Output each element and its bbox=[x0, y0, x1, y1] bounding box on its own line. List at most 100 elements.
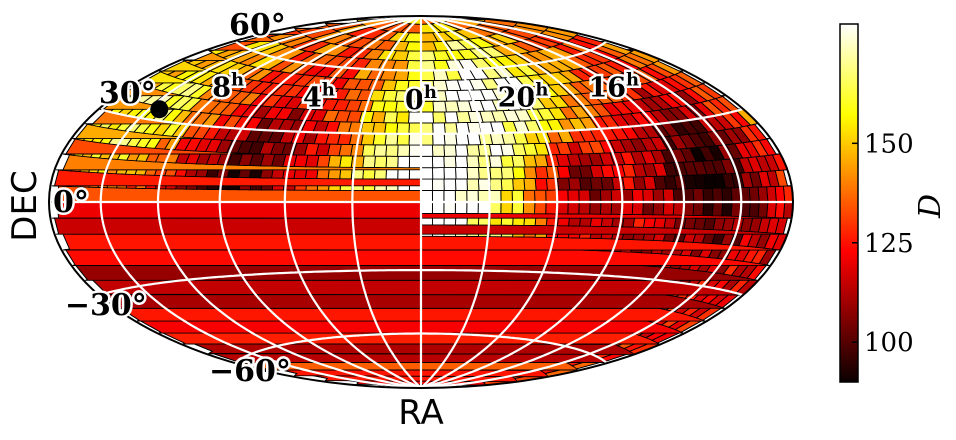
heatmap-cell bbox=[578, 189, 591, 203]
heatmap-cell bbox=[406, 60, 422, 71]
heatmap-cell bbox=[534, 201, 547, 215]
heatmap-cell bbox=[350, 155, 365, 168]
heatmap-cell bbox=[556, 201, 569, 215]
y-axis-title: DEC bbox=[5, 170, 45, 241]
heatmap-cell bbox=[466, 167, 480, 180]
heatmap-cell bbox=[589, 189, 602, 203]
heatmap-cell bbox=[466, 178, 480, 191]
colorbar-tick-label: 100 bbox=[864, 328, 914, 358]
heatmap-cell bbox=[578, 177, 593, 191]
heatmap-cell bbox=[534, 177, 548, 191]
heatmap-cell bbox=[652, 188, 665, 203]
heatmap-cell bbox=[610, 201, 623, 215]
heatmap-cell bbox=[522, 189, 536, 203]
heatmap-cell bbox=[372, 133, 387, 146]
heatmap-cell bbox=[443, 190, 456, 203]
heatmap-cell bbox=[455, 111, 472, 124]
heatmap-cell bbox=[702, 201, 714, 217]
heatmap-cell bbox=[444, 111, 459, 124]
heatmap-cell bbox=[556, 189, 569, 203]
heatmap-cell bbox=[631, 201, 644, 216]
heatmap-cell bbox=[489, 201, 502, 215]
heatmap-cell bbox=[500, 201, 513, 215]
heatmap-cell bbox=[443, 155, 457, 169]
heatmap-cell bbox=[523, 166, 538, 180]
heatmap-cell bbox=[757, 186, 769, 203]
dec-tick-label: −30° bbox=[65, 288, 147, 323]
heatmap-cell bbox=[420, 190, 433, 203]
heatmap-cell bbox=[432, 178, 445, 191]
heatmap-cell bbox=[556, 177, 571, 191]
heatmap-cell bbox=[692, 187, 705, 203]
heatmap-cell bbox=[600, 176, 615, 191]
heatmap-cell bbox=[406, 69, 422, 81]
heatmap-cell bbox=[432, 122, 446, 135]
heatmap-cell bbox=[488, 155, 503, 168]
heatmap-cell bbox=[511, 166, 526, 180]
heatmap-cell bbox=[431, 201, 445, 214]
x-axis-title: RA bbox=[398, 393, 444, 433]
heatmap-cell bbox=[396, 133, 410, 146]
heatmap-cell bbox=[443, 167, 457, 180]
dec-tick-label: 0° bbox=[53, 185, 89, 220]
heatmap-cell bbox=[721, 201, 733, 217]
heatmap-cell bbox=[397, 155, 411, 169]
heatmap-cell bbox=[420, 133, 434, 146]
heatmap-cell bbox=[431, 155, 445, 169]
heatmap-cell bbox=[702, 187, 714, 203]
heatmap-cell bbox=[500, 155, 515, 168]
heatmap-cell bbox=[455, 167, 469, 180]
heatmap-cell bbox=[373, 155, 388, 169]
heatmap-cell bbox=[420, 167, 434, 180]
heatmap-cell bbox=[432, 167, 445, 180]
heatmap-cell bbox=[432, 111, 447, 124]
heatmap-cell bbox=[610, 189, 623, 203]
heatmap-cell bbox=[444, 89, 461, 102]
colorbar bbox=[839, 23, 859, 383]
heatmap-cell bbox=[466, 144, 481, 157]
heatmap-cell bbox=[362, 155, 376, 168]
heatmap-cell bbox=[642, 201, 655, 216]
heatmap-cell bbox=[420, 155, 434, 169]
heatmap-cell bbox=[420, 144, 434, 157]
heatmap-cell bbox=[384, 122, 399, 135]
heatmap-cell bbox=[444, 100, 460, 113]
heatmap-cell bbox=[489, 178, 503, 191]
heatmap-cell bbox=[477, 189, 491, 203]
heatmap-cells bbox=[51, 16, 793, 388]
heatmap-cell bbox=[454, 155, 469, 169]
heatmap-cell bbox=[662, 201, 675, 216]
heatmap-cell bbox=[748, 186, 760, 203]
heatmap-cell bbox=[455, 178, 468, 191]
heatmap-cell bbox=[489, 166, 503, 180]
heatmap-cell bbox=[454, 144, 469, 157]
heatmap-cell bbox=[512, 178, 526, 191]
heatmap-cell bbox=[523, 178, 537, 191]
heatmap-cell bbox=[757, 201, 769, 218]
heatmap-cell bbox=[599, 201, 613, 215]
heatmap-cell bbox=[545, 201, 558, 215]
heatmap-cell bbox=[443, 178, 457, 191]
heatmap-cell bbox=[662, 188, 675, 203]
heatmap-cell bbox=[500, 166, 515, 180]
colorbar-tick-label: 125 bbox=[864, 229, 914, 259]
colorbar-label: D bbox=[913, 194, 948, 219]
heatmap-cell bbox=[396, 122, 410, 135]
heatmap-cell bbox=[454, 201, 468, 214]
heatmap-cell bbox=[385, 144, 399, 157]
heatmap-cell bbox=[477, 155, 492, 168]
heatmap-cell bbox=[642, 188, 655, 203]
heatmap-cell bbox=[711, 187, 724, 203]
heatmap-cell bbox=[489, 189, 502, 203]
heatmap-cell bbox=[545, 189, 558, 203]
heatmap-cell bbox=[567, 189, 580, 203]
heatmap-cell bbox=[443, 122, 458, 135]
heatmap-cell bbox=[443, 144, 457, 157]
heatmap-cell bbox=[522, 201, 536, 215]
heatmap-cell bbox=[652, 201, 665, 216]
heatmap-cell bbox=[721, 187, 733, 203]
heatmap-cell bbox=[420, 178, 434, 191]
heatmap-cell bbox=[443, 133, 458, 146]
heatmap-cell bbox=[500, 189, 513, 203]
